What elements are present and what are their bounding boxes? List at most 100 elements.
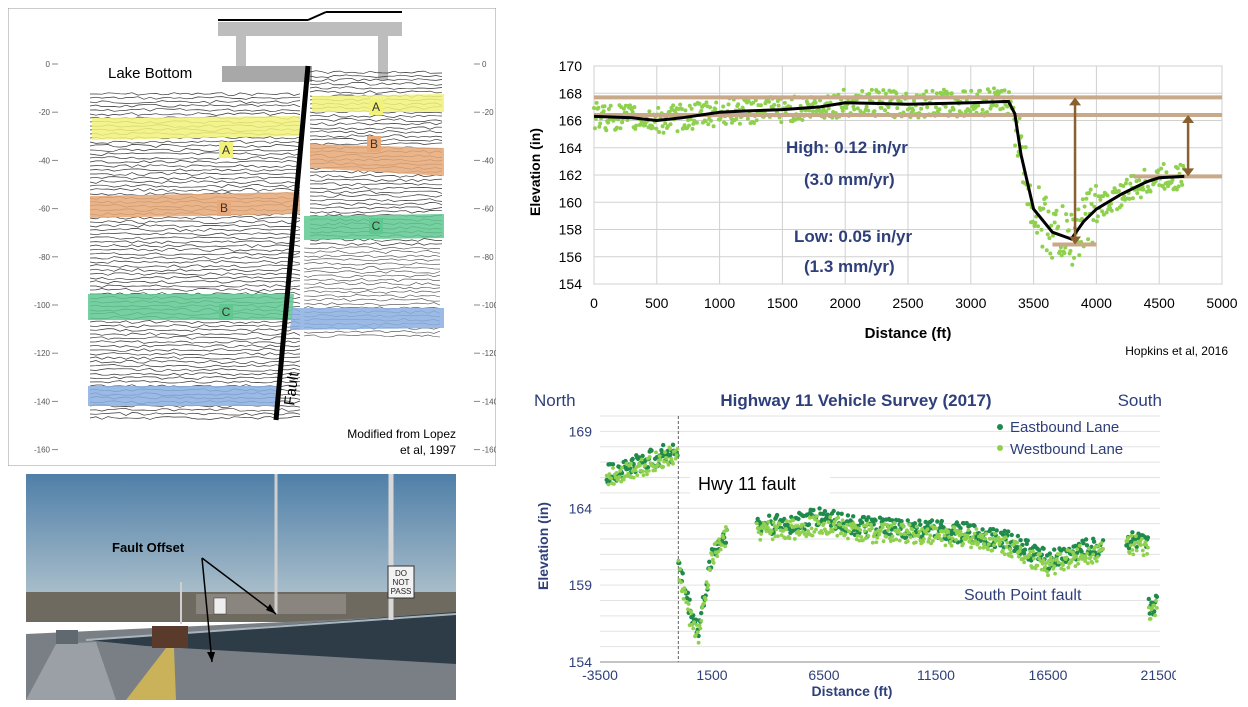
chart2-point xyxy=(695,630,700,634)
chart1-y-tick-label: 168 xyxy=(559,85,583,101)
reflector-line xyxy=(303,250,441,254)
reflector-line xyxy=(89,260,301,264)
chart1-point xyxy=(608,103,613,108)
depth-tick-label: -80 xyxy=(38,253,50,262)
layer-label: C xyxy=(222,305,231,319)
chart2-point xyxy=(1049,562,1054,566)
chart2-point xyxy=(905,518,910,523)
chart2-point xyxy=(769,529,774,533)
reflector-line xyxy=(309,194,443,198)
reflector-line xyxy=(303,270,441,274)
chart2-point xyxy=(682,586,687,590)
chart2-point xyxy=(1006,529,1011,534)
chart2-point xyxy=(1008,547,1012,551)
chart1-point xyxy=(708,105,713,110)
chart1-point xyxy=(1101,194,1106,199)
chart2-point xyxy=(822,509,828,514)
reflector-line xyxy=(89,380,301,384)
chart2-point xyxy=(723,540,729,545)
reflector-line xyxy=(89,280,301,284)
reflector-line xyxy=(303,298,441,302)
chart1-point xyxy=(840,108,845,113)
chart1-point xyxy=(866,108,871,113)
chart2-point xyxy=(724,528,729,532)
chart1-point xyxy=(1047,236,1052,241)
chart2-point xyxy=(756,530,761,534)
chart2-point xyxy=(1001,548,1005,553)
chart2-point xyxy=(638,463,642,468)
chart2-point xyxy=(981,545,986,550)
chart1-point xyxy=(682,123,687,128)
chart2-point xyxy=(928,533,933,538)
chart2-point xyxy=(1139,543,1143,547)
chart1-point xyxy=(1077,253,1082,258)
chart1-point xyxy=(937,107,942,112)
chart2-point xyxy=(954,520,960,525)
chart2-point xyxy=(698,626,703,631)
chart1-point xyxy=(1059,253,1064,258)
depth-axis-left: 0 -20 -40 -60 -80 -100 -120 -140 -160 xyxy=(34,60,58,455)
chart2-point xyxy=(970,535,975,540)
chart2-point xyxy=(679,580,683,585)
chart1-point xyxy=(1040,244,1045,249)
reflector-line xyxy=(303,254,441,258)
chart1-x-tick-label: 2000 xyxy=(830,295,861,311)
chart2-point xyxy=(767,513,772,518)
chart2-point xyxy=(1084,543,1090,548)
chart2-point xyxy=(901,524,906,529)
chart2-point xyxy=(718,547,723,552)
chart1-point xyxy=(911,108,916,113)
chart1-point xyxy=(730,120,734,125)
chart1-point xyxy=(1050,233,1055,238)
chart2-point xyxy=(1045,569,1049,574)
chart1-point xyxy=(714,100,719,105)
chart2-point xyxy=(942,533,947,538)
chart2-point xyxy=(1145,552,1149,556)
layer-label-box xyxy=(367,136,381,152)
chart1-point xyxy=(1092,204,1097,209)
chart1-point xyxy=(860,89,865,93)
reflector-line xyxy=(303,294,441,298)
north-label: North xyxy=(534,391,576,410)
chart2-point xyxy=(689,611,694,615)
chart1-grid xyxy=(593,65,1223,285)
chart2-point xyxy=(691,626,696,631)
chart2-point xyxy=(954,538,958,542)
chart1-point xyxy=(872,109,877,114)
chart2-point xyxy=(1033,566,1038,571)
chart2-point xyxy=(694,633,698,637)
chart2-point xyxy=(840,518,845,523)
chart2-point xyxy=(898,532,903,536)
chart2-point xyxy=(1037,556,1042,561)
layer-label-box xyxy=(219,304,233,320)
chart2-point xyxy=(1022,560,1026,565)
chart2-point xyxy=(681,597,686,601)
seismic-layer-band xyxy=(88,386,280,406)
chart1-point xyxy=(1101,212,1106,217)
chart2-point xyxy=(699,618,704,623)
south-label: South xyxy=(1118,391,1162,410)
chart2-x-tick-label: 11500 xyxy=(917,667,955,683)
chart2-point xyxy=(897,538,902,543)
chart2-point xyxy=(1073,564,1078,568)
chart1-point xyxy=(1141,187,1146,192)
chart2-point xyxy=(1130,548,1135,552)
reflector-line xyxy=(89,100,301,104)
chart2-point xyxy=(984,531,988,536)
chart1-point xyxy=(934,91,939,96)
chart1-point xyxy=(679,107,684,111)
chart1-point xyxy=(1148,189,1153,194)
chart2-point xyxy=(1148,617,1153,621)
chart2-point xyxy=(1090,561,1095,565)
chart1-annotation-high-mm: (3.0 mm/yr) xyxy=(804,170,895,189)
reflector-line xyxy=(89,376,301,380)
reflector-line xyxy=(89,176,301,180)
chart2-point xyxy=(822,521,826,526)
chart2-point xyxy=(1037,548,1042,553)
reflector-line xyxy=(309,210,442,214)
chart2-point xyxy=(1053,571,1057,576)
reflector-line xyxy=(89,160,301,164)
chart2-point xyxy=(1134,548,1139,553)
chart2-point xyxy=(980,533,985,538)
chart1-point xyxy=(1084,196,1089,201)
